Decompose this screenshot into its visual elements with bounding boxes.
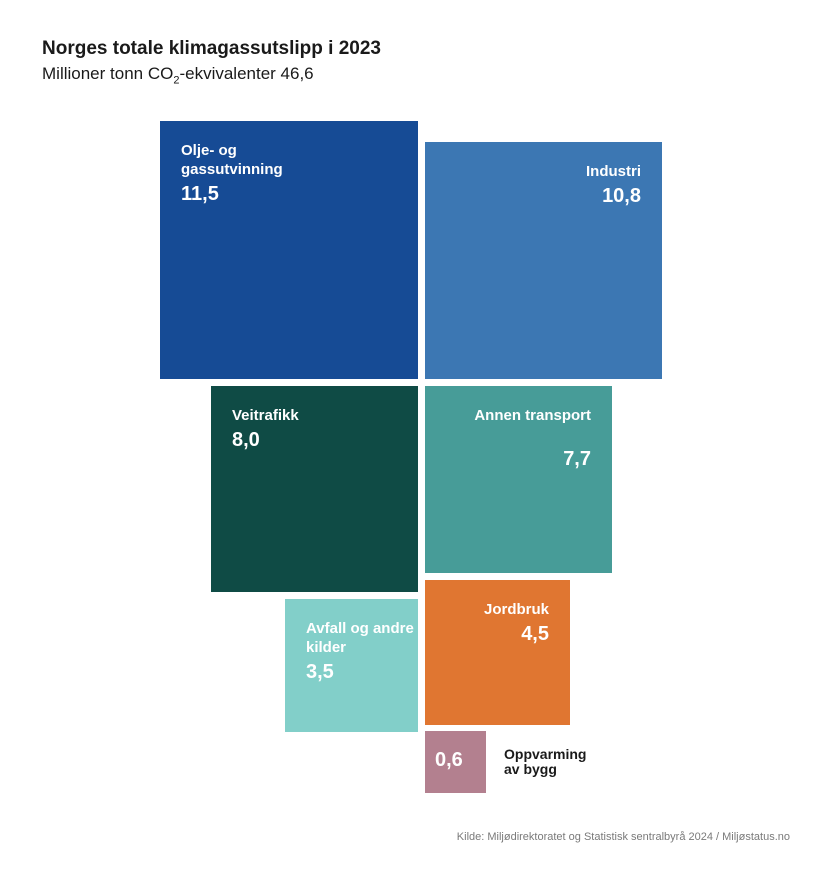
- treemap-block-avfall-og-andre-kilder: [285, 599, 418, 732]
- treemap-value-veitrafikk: 8,0: [232, 429, 260, 451]
- treemap-value-avfall-og-andre-kilder: 3,5: [306, 661, 334, 683]
- subtitle-subscript: 2: [173, 74, 180, 87]
- treemap-label-oppvarming-av-bygg: Oppvarming av bygg: [504, 746, 587, 777]
- treemap-value-jordbruk: 4,5: [521, 623, 549, 645]
- treemap-value-olje-og-gassutvinning: 11,5: [181, 183, 219, 205]
- treemap-label-annen-transport: Annen transport: [474, 407, 591, 424]
- treemap-block-olje-og-gassutvinning: [160, 121, 418, 379]
- treemap-block-jordbruk: [425, 580, 570, 725]
- treemap-block-annen-transport: [425, 386, 612, 573]
- treemap-label-veitrafikk: Veitrafikk: [232, 407, 299, 424]
- treemap-label-avfall-og-andre-kilder: Avfall og andre kilder: [306, 620, 414, 656]
- source-note: Kilde: Miljødirektoratet og Statistisk s…: [456, 831, 790, 843]
- treemap-label-industri: Industri: [586, 163, 641, 180]
- chart-subtitle: Millioner tonn CO2-ekvivalenter 46,6: [42, 64, 314, 86]
- subtitle-prefix: Millioner tonn CO: [42, 64, 174, 83]
- treemap-label-olje-og-gassutvinning: Olje- og gassutvinning: [181, 142, 283, 178]
- treemap-block-veitrafikk: [211, 386, 418, 592]
- treemap-block-oppvarming-av-bygg: [425, 731, 486, 793]
- subtitle-suffix: -ekvivalenter 46,6: [179, 64, 314, 83]
- treemap-block-industri: [425, 142, 662, 379]
- treemap-label-jordbruk: Jordbruk: [483, 601, 549, 618]
- treemap-value-industri: 10,8: [602, 185, 641, 207]
- treemap-value-oppvarming-av-bygg: 0,6: [435, 749, 463, 771]
- treemap-value-annen-transport: 7,7: [563, 448, 591, 470]
- chart-title: Norges totale klimagassutslipp i 2023: [42, 38, 381, 59]
